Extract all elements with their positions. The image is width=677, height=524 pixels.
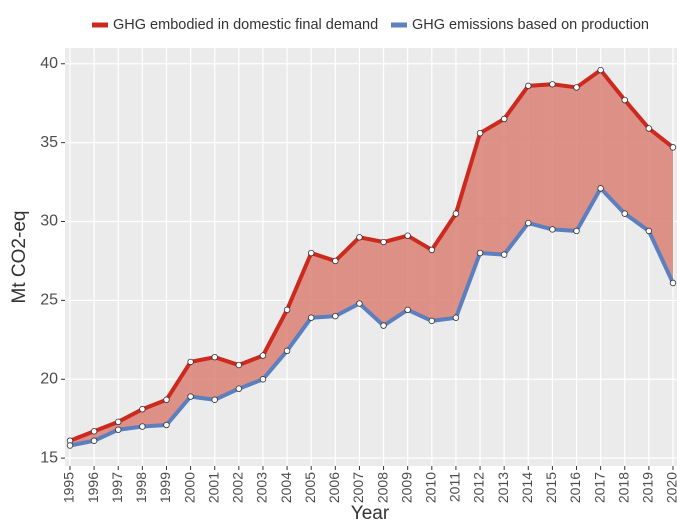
x-tick-label: 2006 bbox=[326, 472, 342, 503]
data-point bbox=[66, 442, 74, 449]
data-point bbox=[163, 396, 170, 403]
data-point bbox=[597, 185, 604, 192]
series-line bbox=[69, 186, 675, 448]
data-point bbox=[476, 129, 484, 137]
data-point bbox=[428, 317, 435, 325]
data-point bbox=[356, 234, 363, 241]
x-tick-label: 2014 bbox=[519, 472, 535, 503]
y-tick-label: 40 bbox=[40, 55, 58, 72]
data-point bbox=[621, 96, 628, 104]
x-tick-label: 2012 bbox=[471, 472, 487, 503]
data-point bbox=[163, 421, 170, 429]
x-tick-label: 2004 bbox=[278, 472, 294, 503]
data-point bbox=[139, 406, 146, 413]
data-point bbox=[573, 227, 580, 235]
band-fill bbox=[70, 70, 673, 446]
y-tick-label: 35 bbox=[40, 134, 58, 151]
data-point bbox=[115, 426, 122, 433]
data-point bbox=[645, 227, 653, 235]
data-point bbox=[452, 210, 460, 217]
x-tick-label: 2007 bbox=[350, 472, 366, 503]
x-tick-label: 1997 bbox=[109, 472, 125, 503]
data-point bbox=[404, 306, 411, 314]
x-tick-label: 2002 bbox=[230, 472, 246, 503]
data-point bbox=[283, 306, 291, 314]
data-point bbox=[187, 358, 194, 366]
data-point bbox=[597, 66, 604, 74]
data-point bbox=[259, 352, 267, 359]
y-tick-label: 25 bbox=[40, 292, 58, 309]
data-point bbox=[235, 361, 243, 369]
x-tick-label: 1996 bbox=[85, 472, 101, 503]
data-point bbox=[90, 428, 98, 435]
x-tick-label: 2001 bbox=[205, 472, 221, 503]
y-tick-label: 30 bbox=[40, 213, 58, 230]
legend: GHG embodied in domestic final demand GHG… bbox=[92, 17, 649, 33]
x-tick-label: 2013 bbox=[495, 472, 511, 503]
data-point bbox=[211, 353, 218, 361]
data-point bbox=[187, 393, 194, 400]
data-point bbox=[235, 385, 243, 392]
data-point bbox=[428, 246, 435, 254]
x-tick-label: 2016 bbox=[567, 472, 583, 503]
data-point bbox=[356, 300, 363, 307]
x-tick-label: 2019 bbox=[640, 472, 656, 503]
data-point bbox=[115, 418, 122, 426]
data-point bbox=[669, 279, 677, 287]
x-tick-label: 2008 bbox=[374, 472, 390, 503]
data-point bbox=[500, 251, 508, 258]
data-point bbox=[139, 423, 146, 430]
data-point bbox=[573, 84, 580, 91]
data-point bbox=[525, 219, 532, 227]
x-tick-label: 2003 bbox=[254, 472, 270, 503]
data-point bbox=[259, 376, 267, 383]
x-tick-label: 1995 bbox=[61, 472, 77, 503]
x-tick-label: 1998 bbox=[133, 472, 149, 503]
data-point bbox=[645, 125, 653, 132]
data-point bbox=[549, 226, 556, 233]
x-tick-label: 2000 bbox=[181, 472, 197, 503]
x-tick-label: 2017 bbox=[591, 472, 607, 503]
data-point bbox=[669, 144, 677, 151]
data-point bbox=[211, 396, 218, 403]
data-point bbox=[380, 322, 387, 329]
x-tick-label: 2005 bbox=[302, 472, 318, 503]
data-point bbox=[525, 82, 532, 90]
x-tick-label: 2011 bbox=[447, 472, 463, 502]
x-tick-label: 2009 bbox=[398, 472, 414, 503]
x-tick-label: 2010 bbox=[423, 472, 439, 503]
data-point bbox=[332, 257, 339, 265]
data-point bbox=[332, 312, 339, 320]
data-point bbox=[308, 314, 315, 321]
data-point bbox=[500, 115, 508, 123]
data-point bbox=[476, 249, 484, 257]
x-axis-title: Year bbox=[351, 503, 390, 524]
x-tick-label: 2020 bbox=[664, 472, 677, 503]
data-point bbox=[549, 81, 556, 88]
data-point bbox=[308, 249, 315, 257]
data-point bbox=[452, 314, 460, 321]
data-point bbox=[380, 238, 387, 246]
data-point bbox=[621, 210, 628, 217]
y-tick-label: 15 bbox=[40, 449, 58, 466]
y-axis-title: Mt CO2-eq bbox=[9, 211, 30, 304]
x-tick-label: 1999 bbox=[157, 472, 173, 503]
y-tick-label: 20 bbox=[40, 370, 58, 387]
series-line bbox=[69, 68, 675, 443]
data-point bbox=[283, 347, 291, 355]
data-point bbox=[404, 232, 411, 239]
data-point bbox=[90, 437, 98, 444]
legend-label: GHG emissions based on production bbox=[412, 17, 649, 33]
x-tick-label: 2015 bbox=[543, 472, 559, 503]
x-tick-label: 2018 bbox=[615, 472, 631, 503]
legend-label: GHG embodied in domestic final demand bbox=[113, 17, 378, 33]
